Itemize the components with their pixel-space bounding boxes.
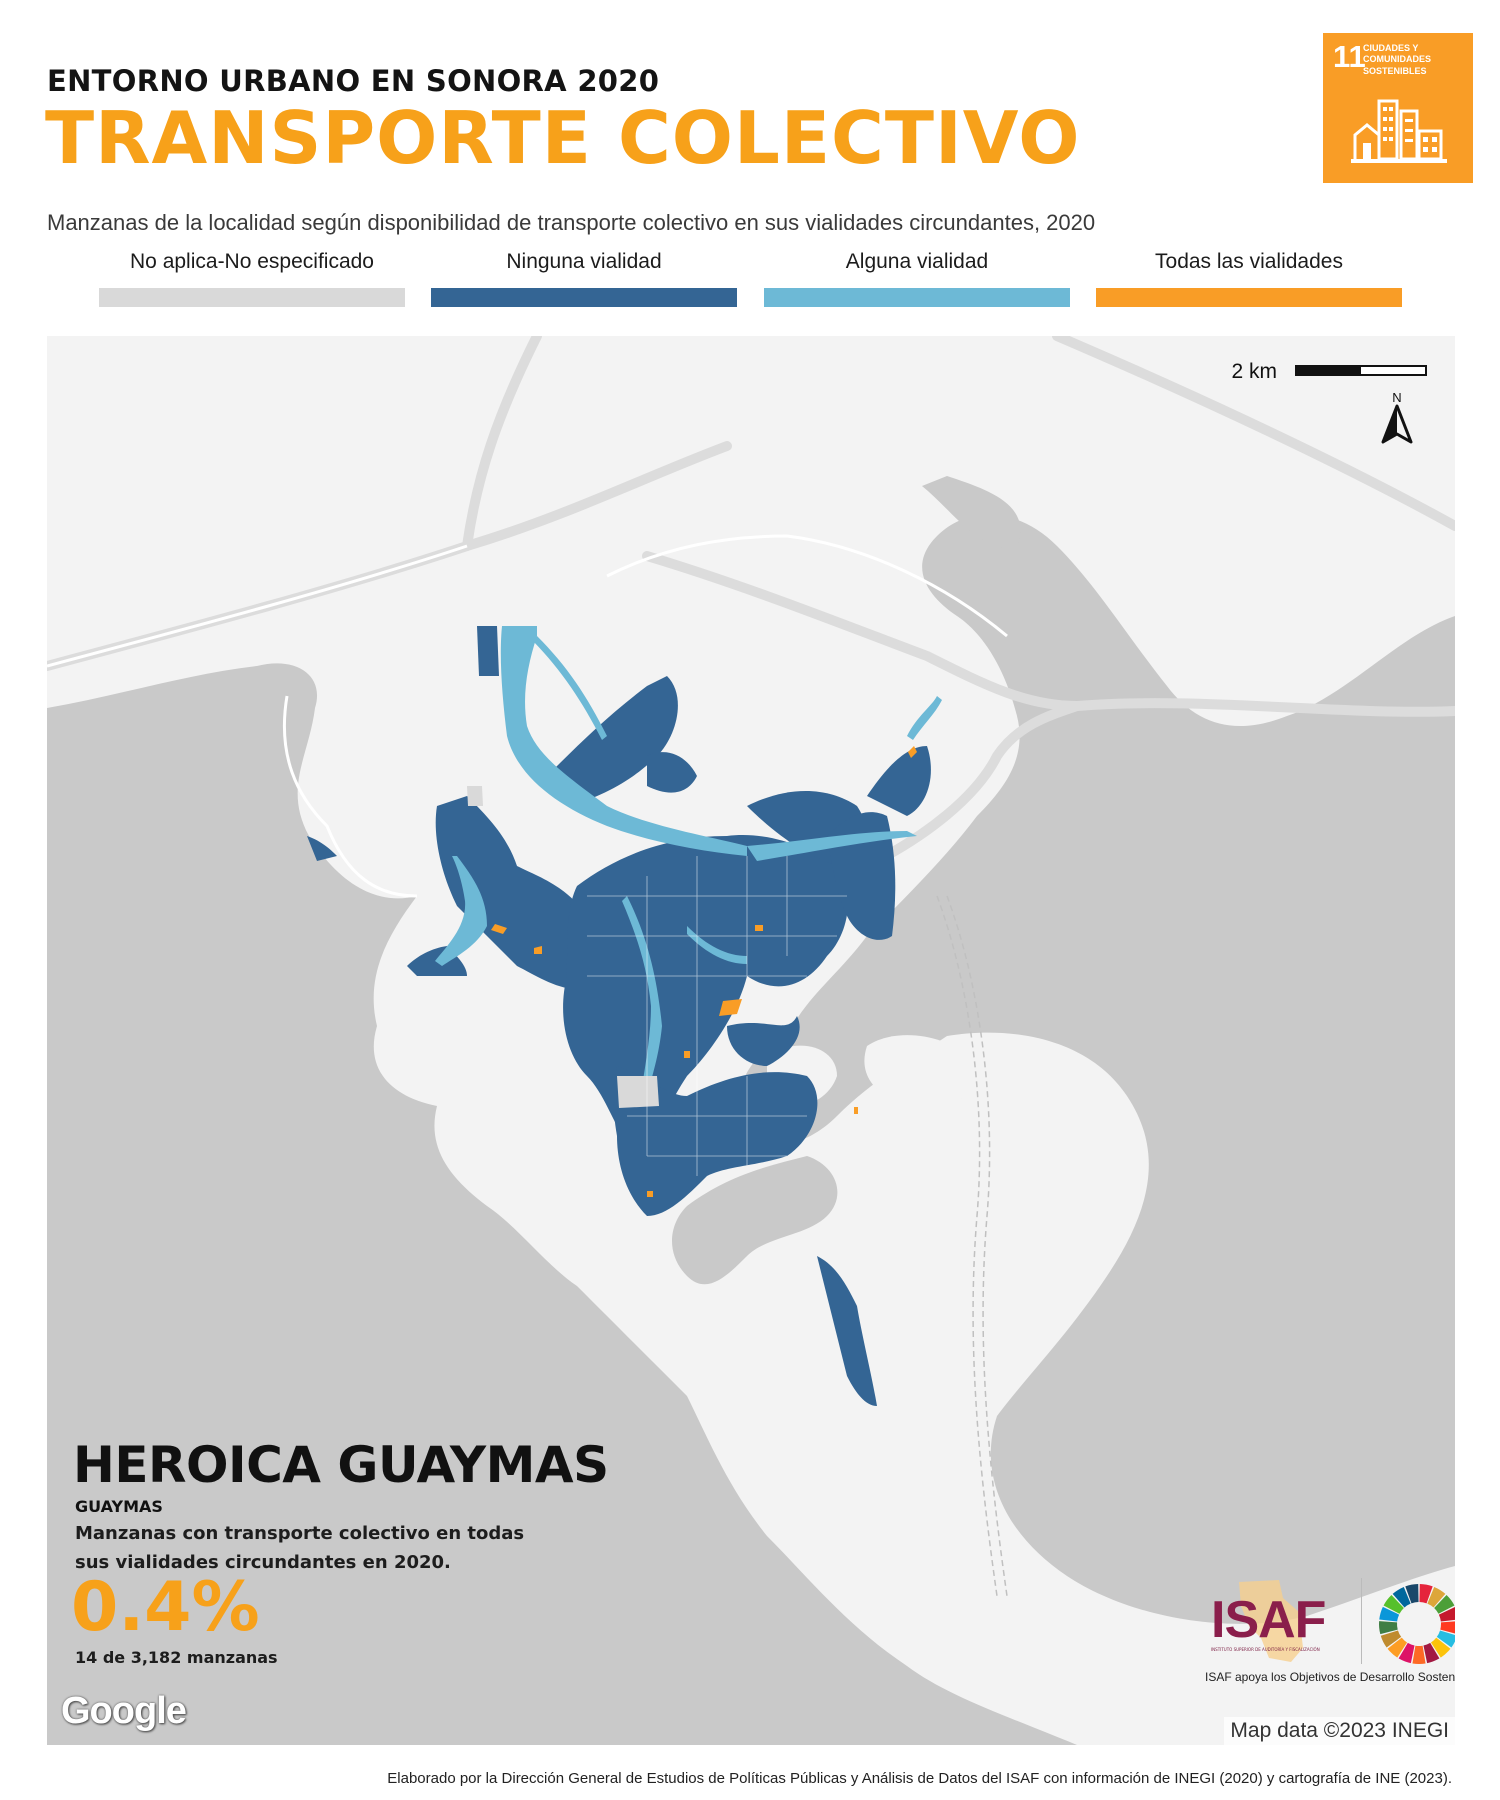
legend-item-todas: Todas las vialidades [1096,250,1402,307]
sdg-wheel-segment [1412,1645,1426,1664]
sdg-wheel-segment [1430,1637,1451,1658]
sdg-wheel-segment [1423,1642,1440,1664]
sdg-number: 11 [1333,39,1366,74]
lagoon-north [922,476,1021,549]
legend-label: No aplica-No especificado [130,250,374,273]
legend-item-ninguna: Ninguna vialidad [431,250,737,307]
scalebar [1295,365,1427,376]
sdg-wheel-segment [1398,1642,1415,1664]
legend-label: Todas las vialidades [1155,250,1343,273]
map[interactable]: 2 km N HEROICA GUAYMAS GUAYMAS Manzanas … [47,336,1455,1745]
locality-name: HEROICA GUAYMAS [73,1436,609,1494]
shipping-lane [936,895,1008,1597]
sdg-wheel-segment [1438,1606,1455,1622]
city-buildings-icon [1351,99,1447,163]
credits: Elaborado por la Dirección General de Es… [387,1770,1452,1787]
google-logo: Google [61,1690,187,1732]
legend-label: Alguna vialidad [845,250,989,273]
blocks-no-aplica [467,786,659,1108]
north-label: N [1392,390,1401,405]
supertitle: ENTORNO URBANO EN SONORA 2020 [47,64,660,98]
north-arrow-icon: N [1381,390,1413,444]
sdg-wheel-segment [1380,1630,1402,1648]
stat-description: Manzanas con transporte colectivo en tod… [75,1523,525,1573]
island [864,1035,973,1109]
sdg-wheel-segment [1427,1586,1446,1608]
legend-swatch [99,288,405,307]
isaf-logo: ISAF [1211,1591,1326,1649]
secondary-roads [47,534,1008,898]
sdg-wheel-segment [1419,1584,1433,1604]
sea-west [47,663,1077,1745]
sdg-wheel-icon [1379,1584,1455,1664]
sdg-11-badge: 11 CIUDADES Y COMUNIDADES SOSTENIBLES [1323,33,1473,183]
sdg-text: CIUDADES Y COMUNIDADES SOSTENIBLES [1363,43,1432,76]
map-canvas[interactable] [47,336,1455,1745]
sdg-wheel-segment [1436,1630,1455,1648]
sdg-wheel-segment [1440,1621,1455,1634]
legend-swatch [1096,288,1402,307]
sdg-wheel-segment [1405,1584,1419,1604]
sdg-wheel-segment [1434,1594,1455,1614]
sdg-wheel-segment [1379,1606,1400,1622]
inner-bay [672,1156,838,1285]
divider [1361,1578,1362,1664]
isaf-caption: ISAF apoya los Objetivos de Desarrollo S… [1205,1670,1455,1684]
legend-label: Ninguna vialidad [506,250,662,273]
scalebar-label: 2 km [1231,360,1277,383]
subtitle: Manzanas de la localidad según disponibi… [47,210,1096,235]
isaf-tagline: INSTITUTO SUPERIOR DE AUDITORÍA Y FISCAL… [1211,1647,1320,1652]
sdg-wheel-segment [1379,1621,1398,1635]
isaf-logo-panel: ISAF INSTITUTO SUPERIOR DE AUDITORÍA Y F… [1155,1576,1455,1698]
stat-percent: 0.4% [71,1568,260,1647]
municipality-name: GUAYMAS [75,1497,163,1516]
blocks-todas [491,746,917,1197]
legend-item-alguna: Alguna vialidad [764,250,1070,307]
page-title: TRANSPORTE COLECTIVO [45,96,1081,180]
sonora-map-icon [1239,1580,1303,1662]
map-attribution[interactable]: Map data ©2023 INEGI [1224,1717,1455,1745]
sdg-wheel-segment [1392,1586,1411,1608]
sdg-wheel-segment [1383,1594,1404,1614]
legend-swatch [431,288,737,307]
legend-item-no-aplica: No aplica-No especificado [99,250,405,307]
blocks-alguna [435,626,942,1096]
street-grid [587,856,847,1176]
sdg-wheel-segment [1387,1637,1408,1658]
stat-count: 14 de 3,182 manzanas [75,1648,278,1667]
sea-east [739,514,1455,1624]
legend-swatch [764,288,1070,307]
